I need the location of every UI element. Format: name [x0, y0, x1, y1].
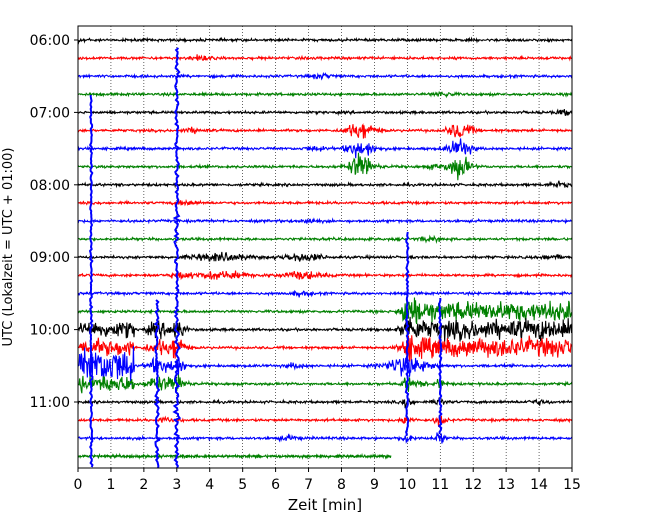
seismic-trace [77, 345, 573, 385]
y-axis-label: UTC (Lokalzeit = UTC + 01:00) [1, 148, 16, 347]
x-tick-label: 8 [337, 477, 346, 493]
seismic-trace [77, 71, 573, 81]
seismic-spike [88, 94, 94, 468]
seismic-trace [77, 54, 573, 62]
seismic-trace [77, 374, 573, 394]
x-tick-label: 2 [139, 477, 148, 493]
seismic-spike [153, 299, 161, 469]
seismic-trace [77, 90, 573, 99]
seismic-trace [77, 316, 573, 342]
x-tick-label: 1 [106, 477, 115, 493]
seismic-trace [77, 180, 573, 189]
seismic-trace [77, 289, 573, 298]
x-tick-label: 3 [172, 477, 181, 493]
x-tick-label: 13 [497, 477, 515, 493]
seismic-trace [77, 198, 573, 207]
seismic-trace [77, 432, 573, 445]
seismic-trace [77, 297, 573, 325]
y-tick-label: 09:00 [30, 250, 70, 266]
seismic-trace [77, 397, 573, 409]
seismic-trace [77, 36, 573, 45]
seismic-trace [77, 335, 573, 363]
x-axis: 0 1 2 3 4 5 6 7 8 9 10 11 12 13 14 15 [74, 468, 581, 493]
plot-frame [77, 25, 573, 469]
seismic-trace [77, 108, 573, 117]
x-axis-label: Zeit [min] [288, 496, 362, 514]
seismic-trace [77, 152, 573, 181]
y-tick-label: 08:00 [30, 178, 70, 194]
x-tick-label: 4 [205, 477, 214, 493]
x-tick-label: 15 [563, 477, 581, 493]
seismic-trace [77, 452, 392, 460]
traces-layer [77, 36, 573, 469]
seismic-trace [77, 217, 573, 225]
seismic-trace [77, 251, 573, 262]
y-tick-label: 07:00 [30, 105, 70, 121]
x-tick-label: 5 [238, 477, 247, 493]
seismic-trace [77, 415, 573, 427]
x-tick-label: 11 [431, 477, 449, 493]
x-tick-label: 6 [271, 477, 280, 493]
x-tick-label: 0 [74, 477, 83, 493]
seismic-spike [404, 231, 410, 437]
seismic-trace [77, 234, 573, 244]
seismic-spike [172, 47, 182, 469]
y-tick-label: 11:00 [30, 395, 70, 411]
x-tick-label: 10 [398, 477, 416, 493]
x-tick-label: 7 [304, 477, 313, 493]
y-tick-label: 06:00 [30, 33, 70, 49]
y-axis: 06:00 07:00 08:00 09:00 10:00 11:00 [30, 33, 78, 411]
seismic-trace [77, 123, 573, 139]
x-tick-label: 14 [530, 477, 548, 493]
seismic-spike [437, 297, 443, 435]
seismic-trace [77, 138, 573, 159]
x-tick-label: 9 [370, 477, 379, 493]
x-tick-label: 12 [464, 477, 482, 493]
seismic-trace [77, 270, 573, 281]
y-tick-label: 10:00 [30, 323, 70, 339]
